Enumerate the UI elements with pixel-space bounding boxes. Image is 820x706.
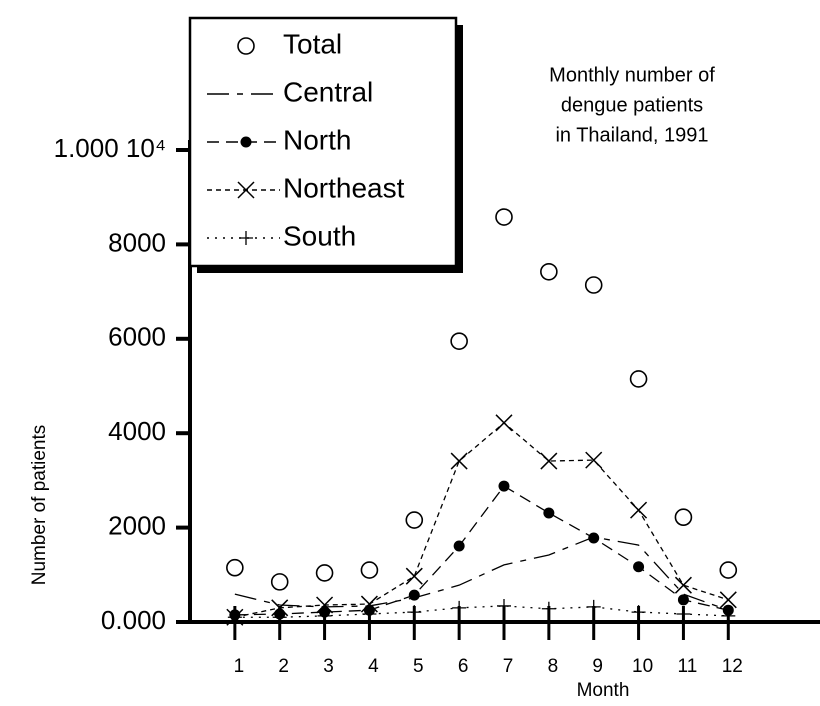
marker — [495, 208, 513, 226]
legend-label: North — [283, 124, 351, 155]
x-tick-label: 4 — [368, 656, 379, 677]
marker — [452, 600, 467, 615]
marker — [317, 608, 332, 623]
chart-title: Monthly number of — [549, 64, 715, 86]
marker — [633, 561, 645, 573]
x-tick-label: 2 — [278, 656, 289, 677]
marker — [631, 605, 646, 620]
marker — [360, 595, 378, 613]
marker — [674, 508, 693, 527]
marker — [540, 452, 558, 470]
marker — [674, 576, 692, 594]
marker — [584, 276, 603, 294]
marker — [362, 606, 377, 621]
chart-title: in Thailand, 1991 — [555, 124, 708, 146]
x-tick-label: 5 — [413, 656, 424, 677]
marker — [360, 561, 379, 579]
series-line — [234, 421, 729, 618]
legend-label: South — [283, 220, 356, 251]
marker — [588, 532, 600, 544]
marker — [407, 605, 422, 620]
marker — [271, 599, 289, 617]
marker — [270, 573, 289, 591]
marker — [226, 558, 244, 577]
marker — [405, 567, 423, 585]
x-tick-label: 9 — [592, 656, 603, 677]
marker — [630, 501, 648, 519]
marker — [272, 610, 287, 625]
legend-marker — [237, 37, 255, 55]
marker — [677, 594, 689, 606]
legend-marker — [239, 231, 253, 245]
y-tick-label: 6000 — [108, 322, 166, 352]
legend-marker — [240, 136, 252, 148]
marker — [315, 564, 334, 582]
y-tick-label: 0.000 — [101, 605, 166, 635]
chart-title: dengue patients — [561, 94, 703, 116]
x-tick-label: 10 — [632, 656, 653, 677]
marker — [316, 596, 334, 614]
marker — [540, 262, 558, 281]
y-tick-label: 1.000 10⁴ — [54, 133, 166, 163]
marker — [405, 511, 424, 529]
marker — [498, 480, 510, 492]
marker — [719, 591, 737, 609]
series-line — [234, 536, 729, 611]
series-line — [234, 605, 729, 618]
marker — [453, 540, 465, 552]
y-tick-label: 2000 — [108, 510, 166, 540]
legend-label: Central — [283, 76, 373, 107]
marker — [676, 606, 691, 621]
y-axis-label: Number of patients — [29, 425, 50, 586]
marker — [497, 598, 511, 613]
marker — [586, 599, 601, 614]
y-tick-label: 8000 — [108, 227, 166, 257]
y-tick-label: 4000 — [108, 416, 166, 446]
marker — [495, 414, 513, 432]
marker — [721, 608, 736, 623]
marker — [408, 589, 420, 601]
legend: Total Central North Northeast South — [188, 16, 463, 273]
legend-label: Northeast — [283, 172, 405, 203]
marker — [227, 610, 242, 625]
legend-label: Total — [283, 28, 342, 59]
x-tick-label: 11 — [678, 656, 698, 677]
x-tick-label: 7 — [503, 656, 514, 677]
x-tick-label: 12 — [722, 656, 743, 677]
series-line — [234, 485, 729, 616]
marker — [543, 507, 555, 519]
marker — [541, 601, 556, 616]
legend-marker — [237, 181, 255, 199]
x-axis-label: Month — [577, 680, 630, 701]
marker — [585, 451, 603, 469]
marker — [719, 561, 738, 579]
x-tick-label: 8 — [548, 656, 559, 677]
marker — [450, 452, 468, 470]
x-tick-label: 1 — [234, 656, 245, 677]
x-tick-label: 6 — [458, 656, 469, 677]
x-tick-label: 3 — [323, 656, 334, 677]
marker — [629, 370, 648, 388]
marker — [450, 332, 468, 350]
